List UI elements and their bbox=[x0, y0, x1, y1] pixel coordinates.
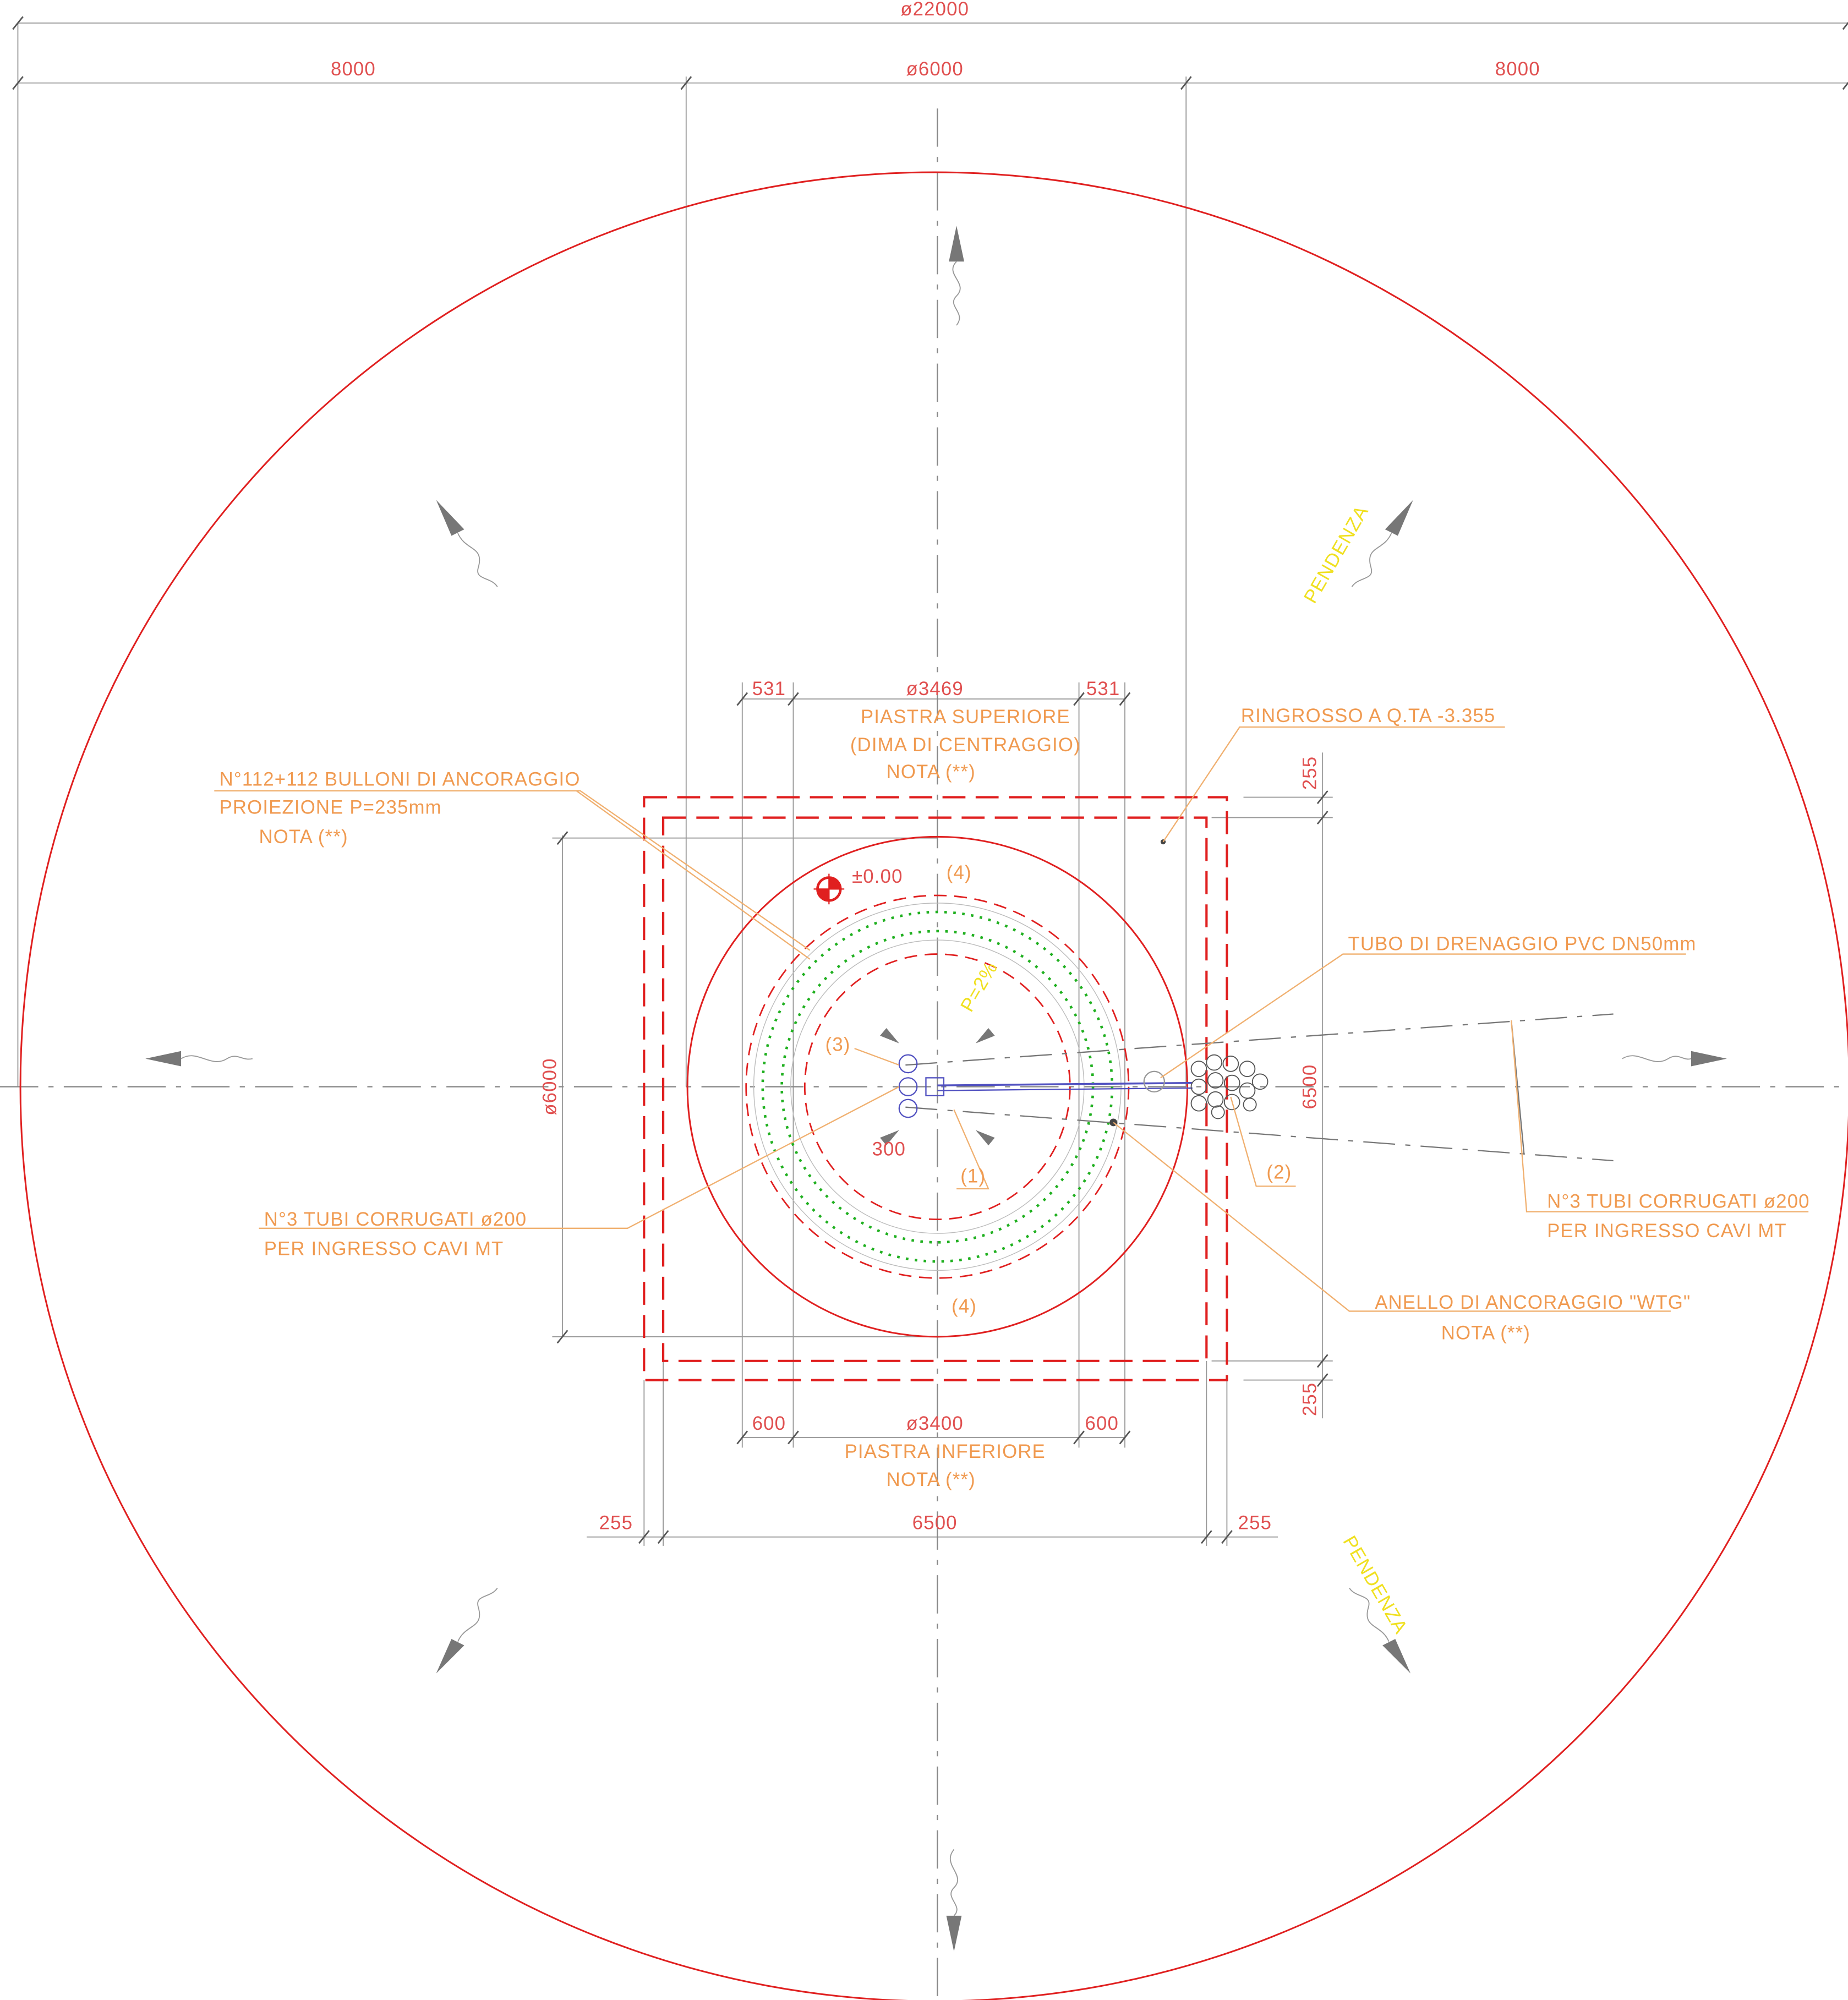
level-marker bbox=[813, 873, 845, 905]
level: ±0.00 bbox=[852, 866, 903, 887]
reference: (2) bbox=[1266, 1162, 1292, 1183]
label: NOTA (**) bbox=[259, 827, 348, 848]
label: N°3 TUBI CORRUGATI ø200 bbox=[1547, 1192, 1810, 1212]
reference: (3) bbox=[825, 1035, 851, 1056]
dimension: 300 bbox=[872, 1139, 906, 1160]
dimension: ø22000 bbox=[900, 0, 969, 20]
reference: (4) bbox=[947, 862, 972, 883]
outer-circle bbox=[20, 171, 1848, 2000]
label: NOTA (**) bbox=[1441, 1323, 1530, 1343]
dimension: ø3400 bbox=[906, 1413, 964, 1434]
pedestal-circle bbox=[686, 835, 1189, 1338]
reference: (1) bbox=[960, 1166, 986, 1187]
dimension: 6500 bbox=[912, 1513, 958, 1534]
label: PIASTRA INFERIORE bbox=[845, 1441, 1046, 1462]
dimension: 255 bbox=[1300, 1382, 1321, 1416]
label: RINGROSSO A Q.TA -3.355 bbox=[1241, 706, 1495, 726]
label: PER INGRESSO CAVI MT bbox=[1547, 1221, 1787, 1242]
bolt-ring bbox=[761, 910, 1114, 1263]
slope-arrows bbox=[145, 226, 1727, 1952]
bolt-ring bbox=[780, 930, 1095, 1244]
label: TUBO DI DRENAGGIO PVC DN50mm bbox=[1348, 934, 1697, 955]
label: N°3 TUBI CORRUGATI ø200 bbox=[264, 1209, 527, 1230]
slope-label: PENDENZA bbox=[1338, 1532, 1411, 1637]
dimension: 6500 bbox=[1300, 1064, 1321, 1110]
dimension: 600 bbox=[1085, 1413, 1119, 1434]
dimension: 255 bbox=[599, 1513, 633, 1534]
pipes bbox=[898, 839, 1614, 1162]
dimension-lines bbox=[12, 16, 1848, 1546]
label: NOTA (**) bbox=[887, 762, 976, 783]
dimension: ø6000 bbox=[539, 1058, 560, 1115]
dimension: ø3469 bbox=[906, 679, 964, 700]
dimension: ø6000 bbox=[906, 59, 964, 80]
label: ANELLO DI ANCORAGGIO "WTG" bbox=[1375, 1292, 1691, 1313]
slope-label: PENDENZA bbox=[1300, 502, 1373, 607]
dimension: 255 bbox=[1238, 1513, 1272, 1534]
ring bbox=[790, 939, 1085, 1234]
label: NOTA (**) bbox=[887, 1469, 976, 1490]
leaders bbox=[214, 726, 1809, 1312]
label: PER INGRESSO CAVI MT bbox=[264, 1238, 504, 1259]
slope: P=2% bbox=[957, 958, 1002, 1015]
dimension: 8000 bbox=[1495, 59, 1540, 80]
label: PROIEZIONE P=235mm bbox=[220, 797, 442, 818]
dimension: 600 bbox=[752, 1413, 786, 1434]
ring bbox=[753, 903, 1122, 1271]
plate-circle bbox=[803, 953, 1071, 1220]
label: N°112+112 BULLONI DI ANCORAGGIO bbox=[220, 769, 581, 790]
label: PIASTRA SUPERIORE bbox=[861, 707, 1070, 728]
label: (DIMA DI CENTRAGGIO) bbox=[850, 735, 1081, 756]
dimension: 531 bbox=[752, 679, 786, 700]
plate-circle bbox=[745, 894, 1130, 1279]
dimension: 255 bbox=[1300, 756, 1321, 790]
dimension: 8000 bbox=[331, 59, 376, 80]
reference: (4) bbox=[952, 1296, 977, 1317]
dimension: 531 bbox=[1086, 679, 1120, 700]
